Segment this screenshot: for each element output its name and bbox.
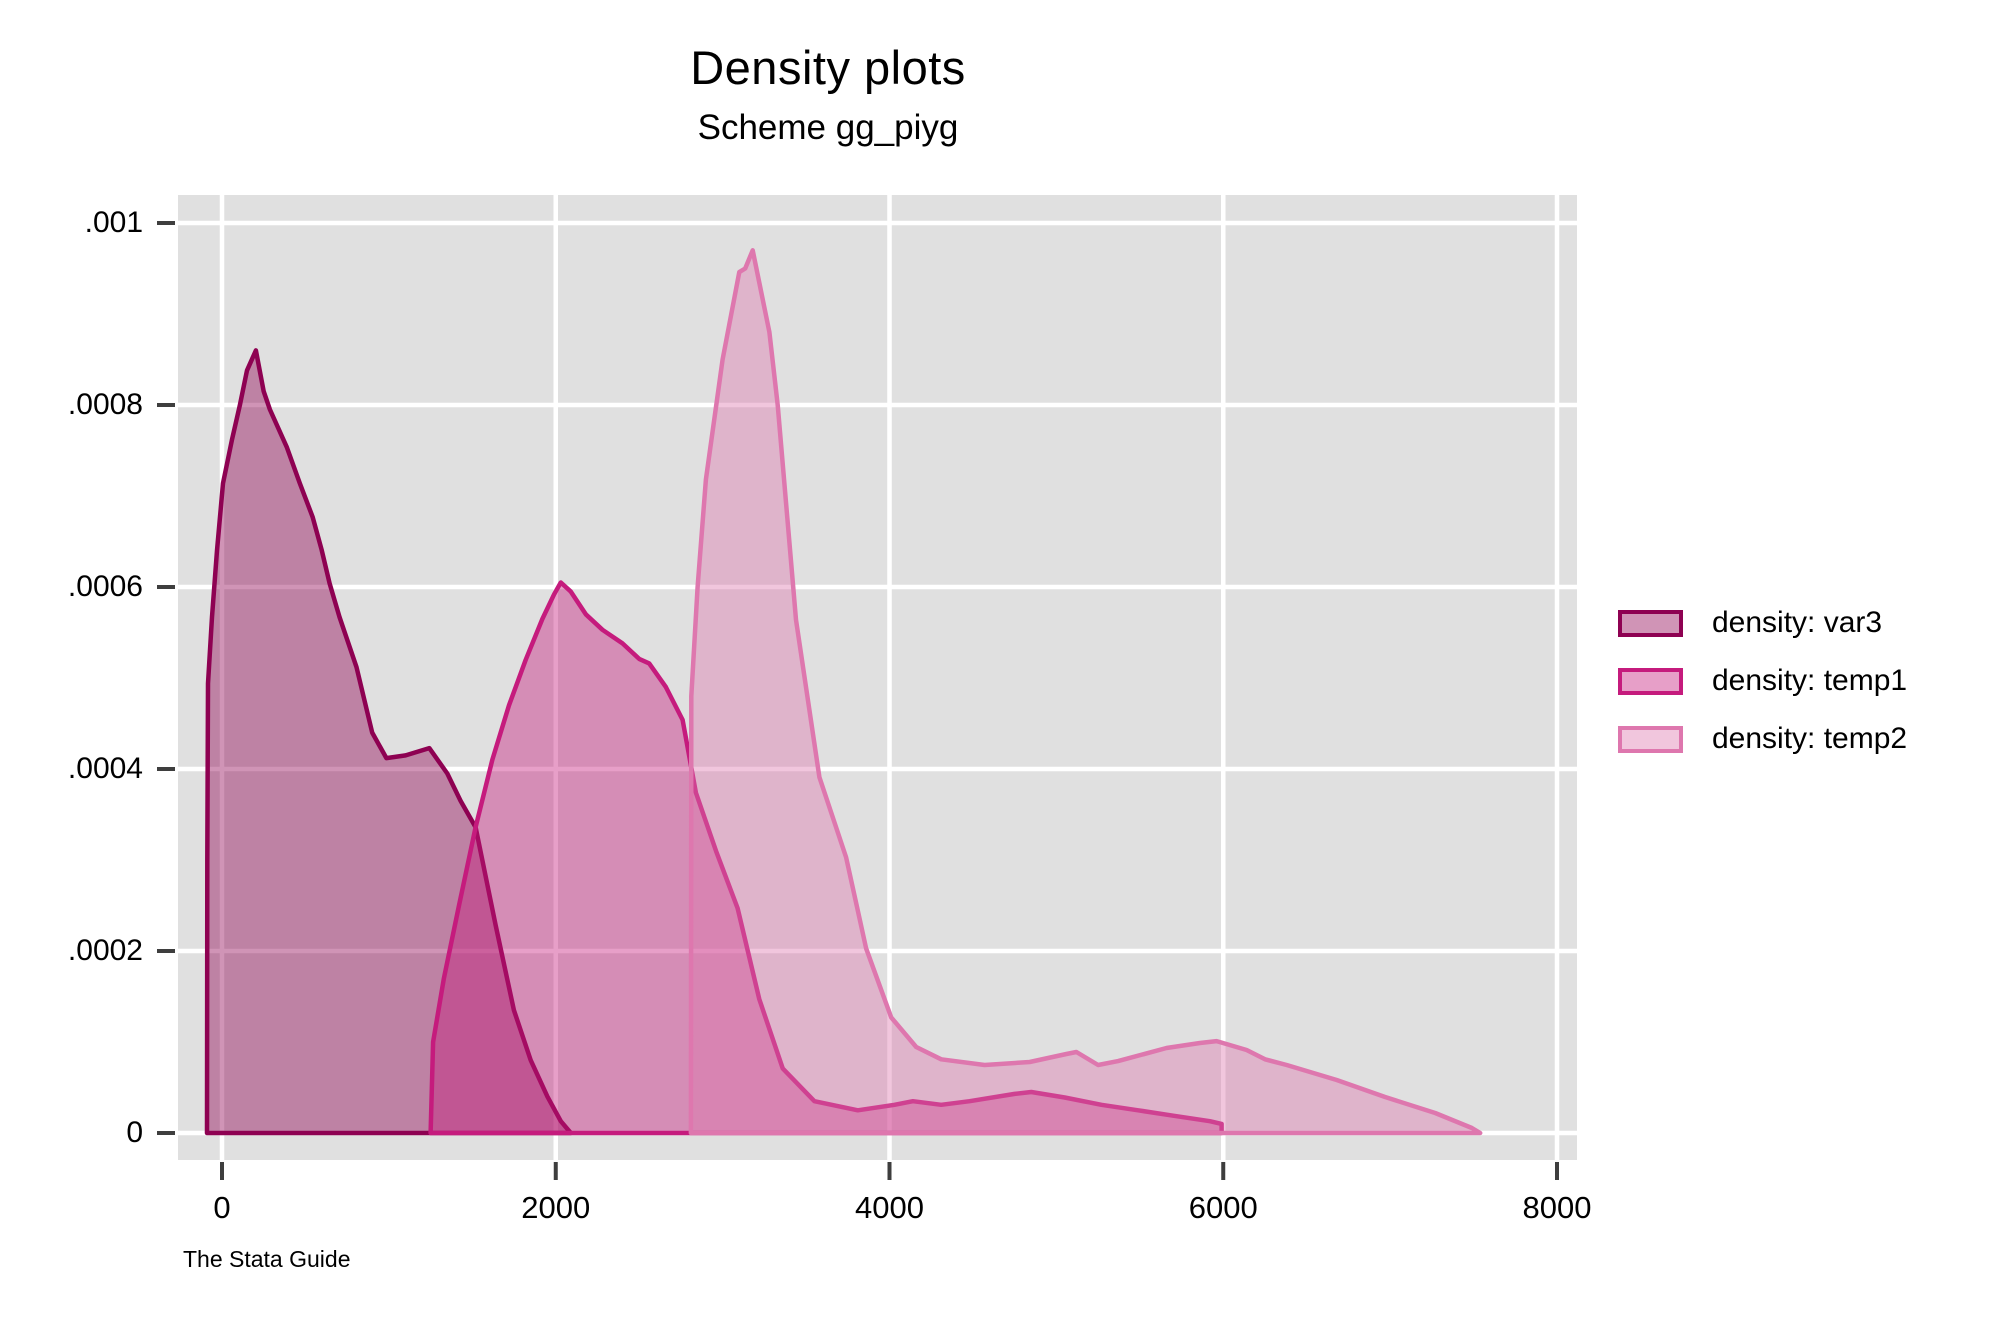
x-tick-label: 4000 <box>855 1190 924 1225</box>
legend-swatch-var3 <box>1618 609 1683 637</box>
chart-caption: The Stata Guide <box>183 1246 351 1272</box>
y-tick-label: .0002 <box>67 934 143 967</box>
x-tick-label: 6000 <box>1188 1190 1258 1225</box>
legend: density: var3 density: temp1 density: te… <box>1618 608 1907 754</box>
legend-swatch-temp2 <box>1618 725 1683 753</box>
legend-item-temp2: density: temp2 <box>1618 724 1907 754</box>
legend-label-temp1: density: temp1 <box>1712 664 1908 697</box>
legend-label-var3: density: var3 <box>1712 606 1883 639</box>
x-tick-label: 2000 <box>521 1190 591 1225</box>
legend-label-temp2: density: temp2 <box>1712 722 1908 755</box>
density-area-temp1 <box>428 580 1224 1136</box>
y-tick-label: 0 <box>126 1116 143 1149</box>
legend-item-temp1: density: temp1 <box>1618 666 1907 696</box>
chart-title: Density plots <box>690 41 966 94</box>
y-tick-label: .0008 <box>67 388 143 421</box>
density-area-temp2 <box>688 248 1483 1136</box>
y-tick-label: .0006 <box>67 570 143 603</box>
density-area-var3 <box>204 348 574 1136</box>
legend-swatch-temp1 <box>1618 667 1683 695</box>
x-tick-label: 0 <box>213 1190 231 1225</box>
x-tick-label: 8000 <box>1522 1190 1592 1225</box>
y-tick-label: .001 <box>84 206 143 239</box>
legend-item-var3: density: var3 <box>1618 608 1907 638</box>
plot-background <box>178 195 1577 1160</box>
y-tick-label: .0004 <box>67 752 143 785</box>
chart-subtitle: Scheme gg_piyg <box>697 108 959 147</box>
